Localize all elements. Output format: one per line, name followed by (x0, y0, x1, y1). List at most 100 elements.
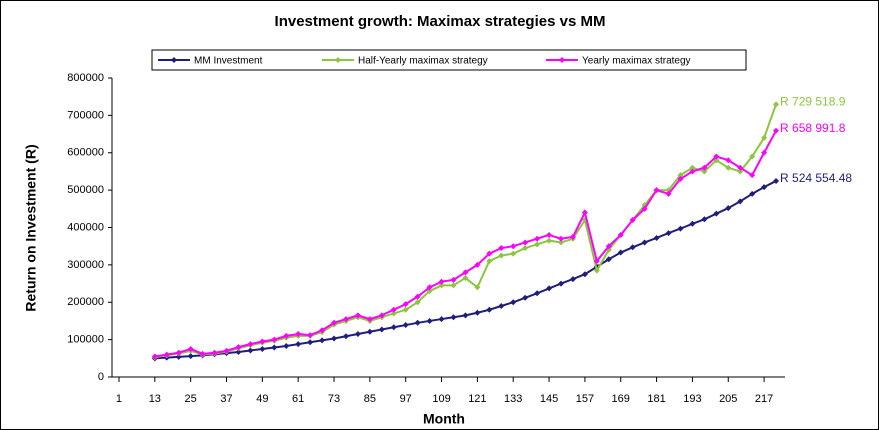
data-point (199, 350, 206, 357)
data-point (773, 101, 780, 108)
data-point (510, 250, 517, 257)
legend-label: MM Investment (194, 56, 263, 67)
data-point (151, 353, 158, 360)
x-tick-label: 181 (647, 393, 665, 405)
data-point (331, 335, 338, 342)
data-point (402, 301, 409, 308)
data-point (187, 353, 194, 360)
data-point (498, 245, 505, 252)
data-point (593, 267, 600, 274)
data-point (629, 217, 636, 224)
data-point (510, 243, 517, 250)
data-point (522, 294, 529, 301)
data-point (319, 327, 326, 334)
data-point (283, 332, 290, 339)
data-point (474, 309, 481, 316)
data-point (163, 351, 170, 358)
data-point (534, 241, 541, 248)
data-point (713, 210, 720, 217)
data-point (426, 284, 433, 291)
data-point (175, 349, 182, 356)
x-tick-label: 61 (292, 393, 304, 405)
data-point (462, 274, 469, 281)
x-tick-label: 193 (683, 393, 701, 405)
legend-marker (559, 57, 565, 63)
x-tick-label: 133 (504, 393, 522, 405)
data-point (558, 235, 565, 242)
data-point (390, 324, 397, 331)
data-point (713, 153, 720, 160)
data-point (701, 216, 708, 223)
y-tick-label: 300000 (67, 259, 104, 271)
data-point (522, 239, 529, 246)
data-point (247, 341, 254, 348)
data-point (474, 284, 481, 291)
data-point (402, 322, 409, 329)
data-point (187, 345, 194, 352)
data-point (319, 337, 326, 344)
x-tick-label: 37 (220, 393, 232, 405)
end-label: R 729 518.9 (780, 95, 846, 109)
data-point (366, 328, 373, 335)
data-point (749, 190, 756, 197)
x-axis-title: Month (423, 411, 465, 427)
data-point (534, 290, 541, 297)
data-point (366, 316, 373, 323)
data-point (737, 198, 744, 205)
x-tick-label: 205 (719, 393, 737, 405)
data-point (223, 347, 230, 354)
data-point (354, 312, 361, 319)
data-point (247, 347, 254, 354)
data-point (581, 271, 588, 278)
x-tick-label: 85 (364, 393, 376, 405)
data-point (450, 276, 457, 283)
data-point (534, 235, 541, 242)
x-tick-label: 169 (612, 393, 630, 405)
y-tick-label: 600000 (67, 147, 104, 159)
data-point (390, 306, 397, 313)
data-point (749, 153, 756, 160)
y-tick-label: 400000 (67, 221, 104, 233)
data-point (474, 261, 481, 268)
data-point (761, 184, 768, 191)
data-point (546, 285, 553, 292)
legend-label: Half-Yearly maximax strategy (358, 56, 488, 67)
data-point (737, 164, 744, 171)
y-tick-label: 100000 (67, 334, 104, 346)
chart-title: Investment growth: Maximax strategies vs… (275, 13, 606, 30)
data-point (307, 332, 314, 339)
data-point (653, 187, 660, 194)
x-tick-label: 121 (468, 393, 486, 405)
data-point (510, 299, 517, 306)
data-point (342, 333, 349, 340)
data-point (295, 331, 302, 338)
data-point (701, 168, 708, 175)
data-point (677, 175, 684, 182)
data-point (259, 345, 266, 352)
legend-marker (335, 57, 341, 63)
data-point (653, 234, 660, 241)
x-tick-label: 109 (432, 393, 450, 405)
data-point (259, 338, 266, 345)
data-point (617, 231, 624, 238)
data-point (605, 256, 612, 263)
data-point (450, 282, 457, 289)
data-point (235, 344, 242, 351)
data-point (414, 299, 421, 306)
data-point (546, 237, 553, 244)
data-point (725, 164, 732, 171)
data-point (390, 310, 397, 317)
data-point (486, 258, 493, 265)
data-point (438, 278, 445, 285)
y-tick-label: 700000 (67, 109, 104, 121)
data-point (689, 168, 696, 175)
y-tick-label: 200000 (67, 296, 104, 308)
end-label: R 658 991.8 (780, 121, 846, 135)
data-point (558, 280, 565, 287)
data-point (283, 342, 290, 349)
data-point (581, 209, 588, 216)
x-tick-label: 25 (185, 393, 197, 405)
x-tick-label: 49 (256, 393, 268, 405)
